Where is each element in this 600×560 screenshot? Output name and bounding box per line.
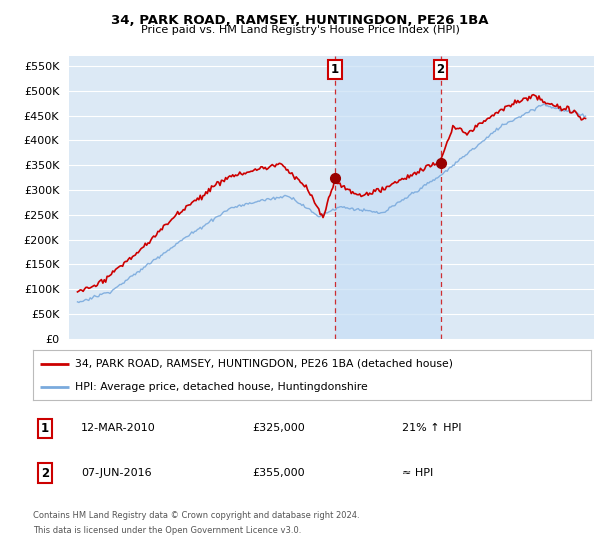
Text: 1: 1: [331, 63, 339, 76]
Text: 21% ↑ HPI: 21% ↑ HPI: [402, 423, 461, 433]
Text: £355,000: £355,000: [252, 468, 305, 478]
Text: HPI: Average price, detached house, Huntingdonshire: HPI: Average price, detached house, Hunt…: [75, 382, 368, 392]
Text: £325,000: £325,000: [252, 423, 305, 433]
Text: 2: 2: [41, 466, 49, 480]
Text: 34, PARK ROAD, RAMSEY, HUNTINGDON, PE26 1BA (detached house): 34, PARK ROAD, RAMSEY, HUNTINGDON, PE26 …: [75, 358, 453, 368]
Text: This data is licensed under the Open Government Licence v3.0.: This data is licensed under the Open Gov…: [33, 526, 301, 535]
Text: 1: 1: [41, 422, 49, 435]
Text: 12-MAR-2010: 12-MAR-2010: [81, 423, 156, 433]
Bar: [335, 56, 440, 339]
Text: 34, PARK ROAD, RAMSEY, HUNTINGDON, PE26 1BA: 34, PARK ROAD, RAMSEY, HUNTINGDON, PE26 …: [111, 14, 489, 27]
Text: ≈ HPI: ≈ HPI: [402, 468, 433, 478]
Text: 07-JUN-2016: 07-JUN-2016: [81, 468, 152, 478]
Text: Contains HM Land Registry data © Crown copyright and database right 2024.: Contains HM Land Registry data © Crown c…: [33, 511, 359, 520]
Text: 2: 2: [437, 63, 445, 76]
Text: Price paid vs. HM Land Registry's House Price Index (HPI): Price paid vs. HM Land Registry's House …: [140, 25, 460, 35]
